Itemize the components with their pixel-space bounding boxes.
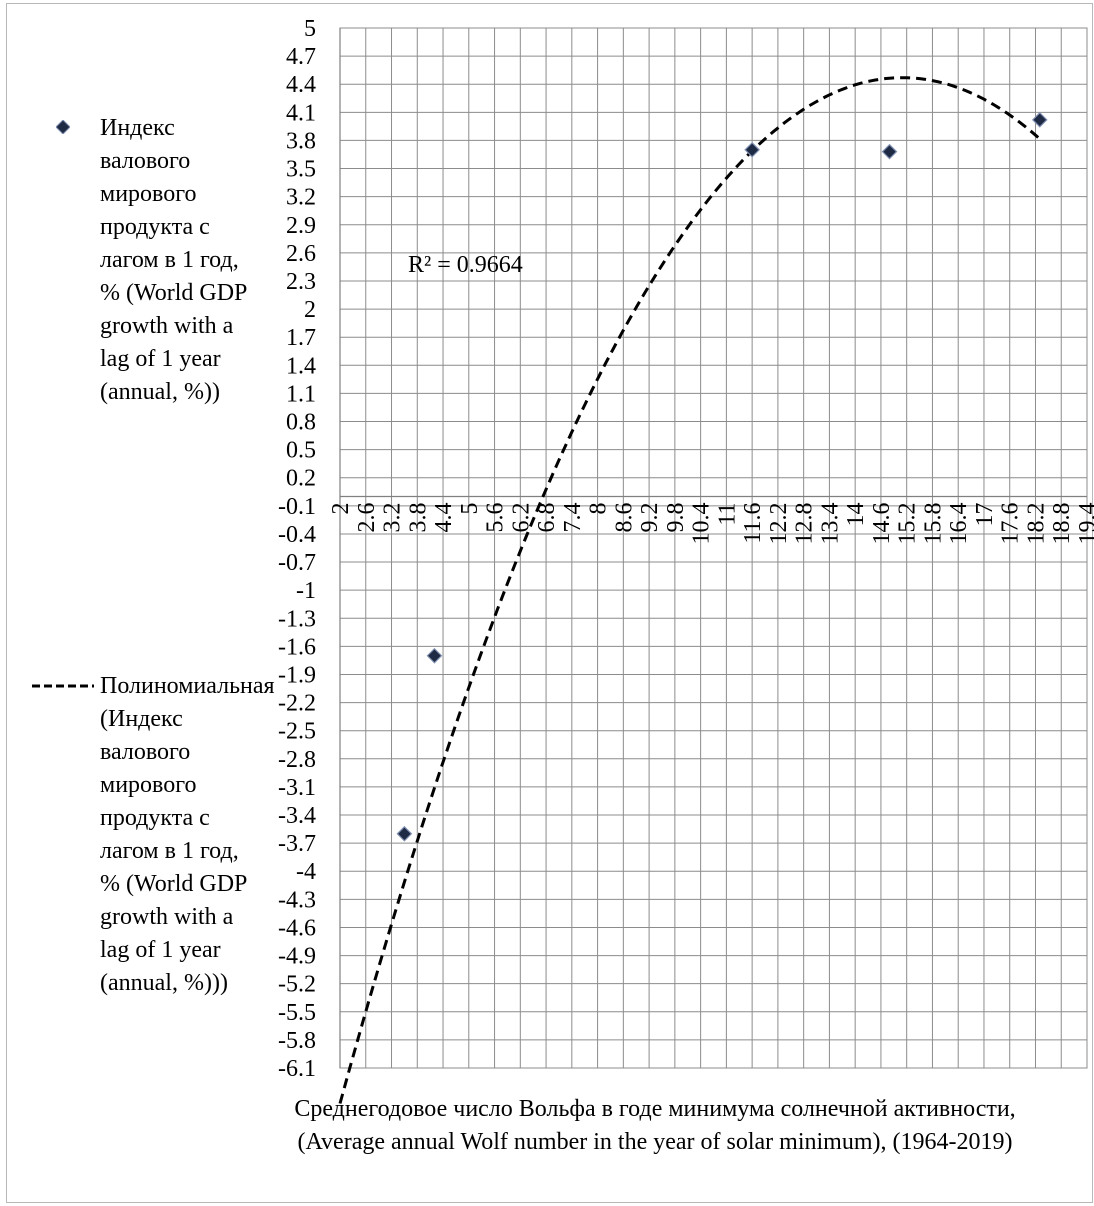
- x-tick-label: 2.6: [354, 502, 380, 532]
- x-tick-label: 17: [972, 502, 998, 526]
- y-tick-label: -1.3: [278, 606, 316, 632]
- y-tick-label: -4.6: [278, 915, 316, 941]
- y-tick-label: 1.1: [286, 381, 316, 407]
- x-tick-label: 10.4: [689, 502, 715, 544]
- x-tick-label: 18.2: [1023, 502, 1049, 544]
- x-tick-label: 8.6: [611, 502, 637, 532]
- x-tick-label: 6.2: [508, 502, 534, 532]
- r-squared-label: R² = 0.9664: [408, 252, 523, 278]
- x-tick-label: 16.4: [946, 502, 972, 544]
- plot-area: [339, 27, 1088, 1069]
- data-point: [744, 141, 760, 158]
- y-tick-label: 2.6: [286, 241, 316, 267]
- x-tick-label: 4.4: [431, 502, 457, 532]
- y-tick-label: 3.8: [286, 128, 316, 154]
- y-tick-label: -2.8: [278, 747, 316, 773]
- x-tick-label: 14: [843, 502, 869, 526]
- data-point: [396, 825, 413, 842]
- y-tick-label: -4.9: [278, 944, 316, 970]
- x-tick-label: 14.6: [869, 502, 895, 544]
- x-tick-label: 5: [457, 502, 483, 514]
- y-tick-label: -2.2: [278, 691, 316, 717]
- x-tick-label: 11.6: [740, 502, 766, 543]
- y-tick-label: -3.1: [278, 775, 316, 801]
- y-tick-label: -2.5: [278, 719, 316, 745]
- x-tick-label: 7.4: [560, 502, 586, 532]
- y-tick-label: 5: [304, 16, 316, 42]
- y-tick-label: 4.7: [286, 44, 316, 70]
- y-tick-label: 0.8: [286, 410, 316, 436]
- x-tick-label: 12.8: [792, 502, 818, 544]
- x-tick-label: 8: [586, 502, 612, 514]
- y-tick-label: 3.5: [286, 157, 316, 183]
- x-tick-label: 11: [714, 502, 740, 525]
- x-tick-label: 15.2: [895, 502, 921, 544]
- y-tick-label: -4.3: [278, 887, 316, 913]
- y-tick-label: 2: [304, 297, 316, 323]
- x-tick-label: 2: [328, 502, 354, 514]
- x-tick-label: 5.6: [483, 502, 509, 532]
- y-tick-label: 2.9: [286, 213, 316, 239]
- y-tick-label: 1.4: [286, 353, 316, 379]
- y-tick-label: 4.1: [286, 100, 316, 126]
- x-tick-label: 9.2: [637, 502, 663, 532]
- data-point: [426, 647, 443, 664]
- x-tick-label: 19.4: [1075, 502, 1094, 544]
- y-tick-label: -1.6: [278, 634, 316, 660]
- y-tick-label: -0.1: [278, 494, 316, 520]
- x-tick-label: 9.8: [663, 502, 689, 532]
- y-tick-label: -5.2: [278, 972, 316, 998]
- y-tick-label: -0.4: [278, 522, 316, 548]
- y-tick-label: -5.5: [278, 1000, 316, 1026]
- x-tick-label: 3.2: [380, 502, 406, 532]
- x-tick-label: 12.2: [766, 502, 792, 544]
- x-tick-label: 3.8: [405, 502, 431, 532]
- y-tick-label: -6.1: [278, 1056, 316, 1082]
- y-tick-label: 4.4: [286, 72, 316, 98]
- x-tick-label: 15.8: [920, 502, 946, 544]
- x-axis-title: Среднегодовое число Вольфа в годе миниму…: [294, 1096, 1016, 1155]
- y-tick-label: -3.4: [278, 803, 316, 829]
- y-tick-label: 1.7: [286, 325, 316, 351]
- y-tick-label: 3.2: [286, 185, 316, 211]
- y-tick-label: -1.9: [278, 662, 316, 688]
- y-tick-label: -0.7: [278, 550, 316, 576]
- y-tick-label: 0.5: [286, 438, 316, 464]
- legend-diamond-icon: [56, 120, 70, 134]
- y-tick-label: -3.7: [278, 831, 316, 857]
- data-point: [881, 143, 898, 160]
- x-tick-label: 17.6: [998, 502, 1024, 544]
- trendline: [338, 76, 1041, 1104]
- data-point: [1031, 111, 1048, 128]
- legend-dash-icon: [32, 684, 94, 688]
- y-tick-label: -4: [296, 859, 316, 885]
- x-tick-label: 13.4: [817, 502, 843, 544]
- y-tick-label: -1: [296, 578, 316, 604]
- y-tick-label: 2.3: [286, 269, 316, 295]
- y-tick-label: 0.2: [286, 466, 316, 492]
- legend-scatter-label: Индекс валового мирового продукта с лаго…: [100, 115, 247, 405]
- y-tick-label: -5.8: [278, 1028, 316, 1054]
- legend-trend-label: Полиномиальная (Индекс валового мирового…: [100, 673, 275, 996]
- x-tick-label: 18.8: [1049, 502, 1075, 544]
